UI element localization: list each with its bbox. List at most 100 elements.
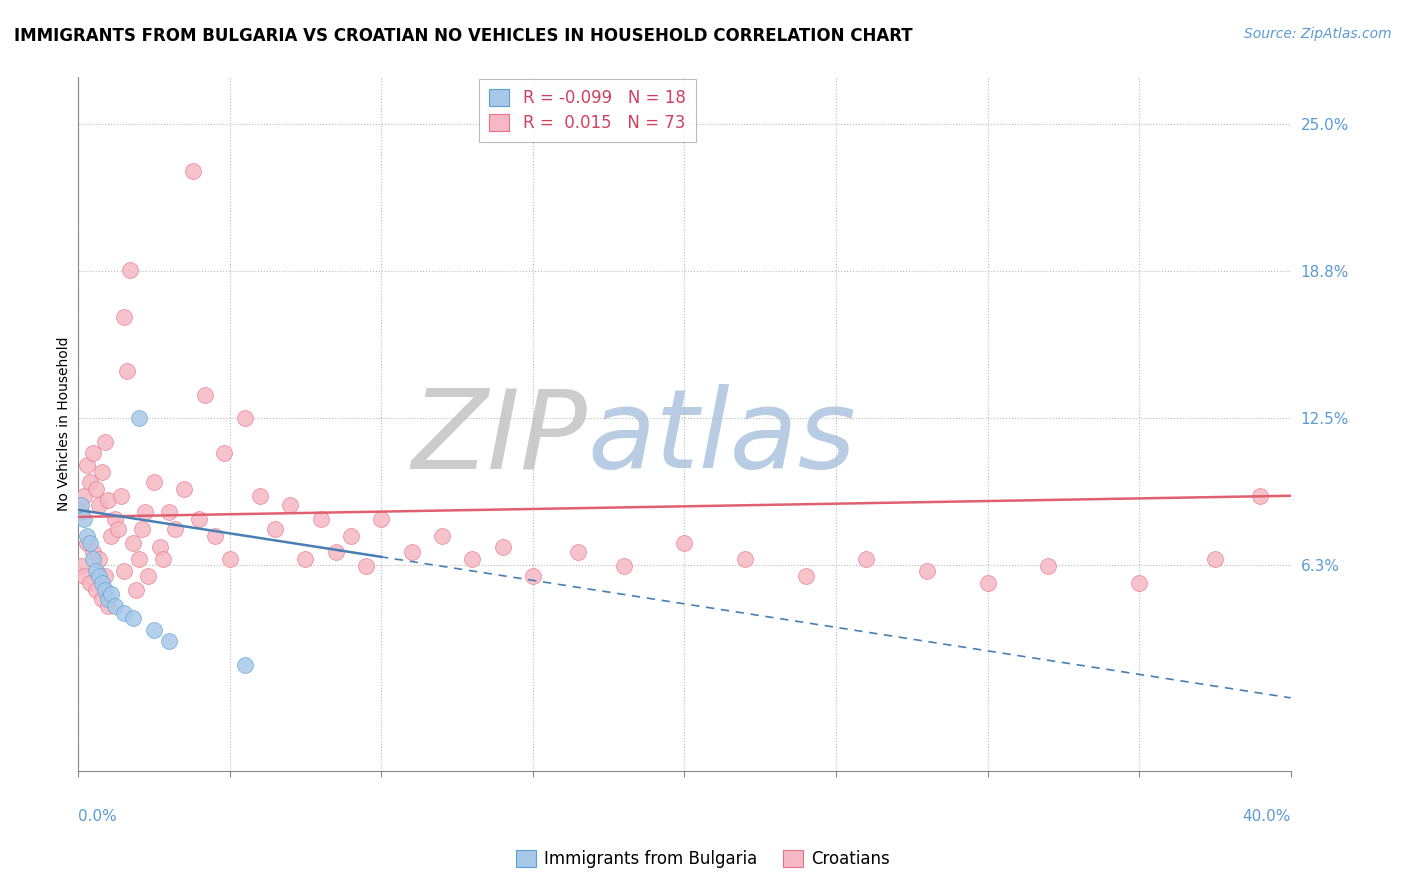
Point [173, 482, 195, 496]
Text: atlas: atlas [588, 384, 856, 491]
Point [131, 522, 153, 536]
Point [89, 552, 111, 566]
Point [194, 387, 217, 401]
Point [915, 564, 938, 578]
Point [188, 512, 211, 526]
Text: ZIP: ZIP [412, 384, 588, 491]
Point [134, 505, 156, 519]
Point [309, 512, 332, 526]
Point [128, 411, 150, 425]
Legend: R = -0.099   N = 18, R =  0.015   N = 73: R = -0.099 N = 18, R = 0.015 N = 73 [479, 78, 696, 142]
Point [294, 552, 316, 566]
Point [430, 529, 453, 543]
Text: 0.0%: 0.0% [79, 809, 117, 824]
Point [212, 446, 235, 460]
Point [89, 568, 111, 582]
Point [112, 564, 135, 578]
Point [112, 607, 135, 621]
Point [264, 522, 287, 536]
Point [461, 552, 484, 566]
Point [249, 489, 271, 503]
Point [794, 568, 817, 582]
Point [1128, 575, 1150, 590]
Point [522, 568, 544, 582]
Point [233, 657, 256, 672]
Point [136, 568, 159, 582]
Point [82, 552, 104, 566]
Point [1249, 489, 1271, 503]
Point [149, 541, 172, 555]
Point [112, 310, 135, 325]
Point [128, 552, 150, 566]
Point [103, 512, 125, 526]
Point [79, 535, 101, 549]
Point [152, 552, 174, 566]
Point [181, 164, 204, 178]
Point [94, 582, 117, 597]
Point [401, 545, 423, 559]
Point [142, 623, 165, 637]
Point [73, 489, 96, 503]
Point [855, 552, 877, 566]
Point [233, 411, 256, 425]
Point [94, 434, 117, 449]
Point [125, 582, 148, 597]
Point [115, 364, 138, 378]
Point [76, 458, 98, 473]
Point [110, 489, 132, 503]
Point [107, 522, 129, 536]
Point [218, 552, 240, 566]
Point [76, 535, 98, 549]
Point [103, 599, 125, 614]
Point [86, 482, 108, 496]
Point [97, 493, 120, 508]
Point [734, 552, 756, 566]
Point [1204, 552, 1226, 566]
Text: 40.0%: 40.0% [1243, 809, 1291, 824]
Point [70, 498, 93, 512]
Point [1038, 559, 1060, 574]
Point [76, 529, 98, 543]
Point [73, 568, 96, 582]
Point [86, 582, 108, 597]
Point [91, 575, 114, 590]
Text: IMMIGRANTS FROM BULGARIA VS CROATIAN NO VEHICLES IN HOUSEHOLD CORRELATION CHART: IMMIGRANTS FROM BULGARIA VS CROATIAN NO … [14, 27, 912, 45]
Point [165, 522, 187, 536]
Point [491, 541, 513, 555]
Point [79, 475, 101, 489]
Point [70, 505, 93, 519]
Point [94, 568, 117, 582]
Point [118, 263, 141, 277]
Point [673, 535, 696, 549]
Point [157, 505, 180, 519]
Point [82, 446, 104, 460]
Point [97, 592, 120, 607]
Y-axis label: No Vehicles in Household: No Vehicles in Household [58, 337, 72, 511]
Point [89, 498, 111, 512]
Point [86, 564, 108, 578]
Point [340, 529, 363, 543]
Point [976, 575, 998, 590]
Point [121, 535, 143, 549]
Point [121, 611, 143, 625]
Point [142, 475, 165, 489]
Point [91, 592, 114, 607]
Point [100, 529, 122, 543]
Point [82, 545, 104, 559]
Point [100, 587, 122, 601]
Point [278, 498, 301, 512]
Point [613, 559, 636, 574]
Point [325, 545, 347, 559]
Point [73, 512, 96, 526]
Point [91, 465, 114, 479]
Legend: Immigrants from Bulgaria, Croatians: Immigrants from Bulgaria, Croatians [509, 843, 897, 875]
Point [157, 634, 180, 648]
Text: Source: ZipAtlas.com: Source: ZipAtlas.com [1244, 27, 1392, 41]
Point [79, 575, 101, 590]
Point [370, 512, 392, 526]
Point [204, 529, 226, 543]
Point [567, 545, 589, 559]
Point [70, 559, 93, 574]
Point [97, 599, 120, 614]
Point [354, 559, 377, 574]
